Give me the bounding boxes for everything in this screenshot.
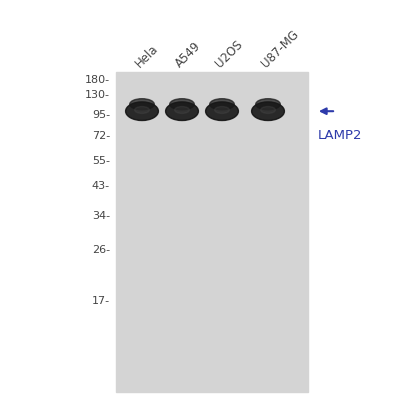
Text: Hela: Hela [133,42,161,70]
Ellipse shape [206,102,238,120]
Ellipse shape [175,106,189,114]
Text: 34-: 34- [92,211,110,221]
Ellipse shape [252,102,284,120]
Text: 180-: 180- [85,75,110,85]
Ellipse shape [135,106,149,114]
Text: 26-: 26- [92,245,110,255]
Text: LAMP2: LAMP2 [318,129,362,142]
Text: A549: A549 [173,39,204,70]
Ellipse shape [215,106,229,114]
Ellipse shape [126,102,158,120]
Text: U87-MG: U87-MG [259,28,301,70]
Text: 130-: 130- [85,90,110,100]
Ellipse shape [166,102,198,120]
Ellipse shape [256,99,280,110]
Text: 95-: 95- [92,110,110,120]
Text: 72-: 72- [92,131,110,141]
Text: 55-: 55- [92,156,110,166]
Text: U2OS: U2OS [213,38,245,70]
Ellipse shape [210,99,234,110]
Ellipse shape [130,99,154,110]
Bar [116,72,308,392]
Text: 17-: 17- [92,296,110,306]
Text: 43-: 43- [92,181,110,191]
Ellipse shape [170,99,194,110]
Ellipse shape [261,106,275,114]
